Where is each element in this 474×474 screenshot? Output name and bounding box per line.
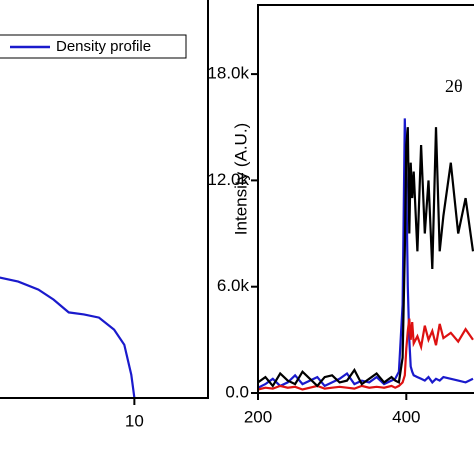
legend: Density profile bbox=[0, 34, 187, 59]
annotation: 2θ bbox=[445, 76, 463, 96]
y-tick-label: 0.0 bbox=[225, 382, 249, 401]
plot-frame bbox=[257, 4, 474, 394]
legend-box bbox=[0, 34, 187, 59]
y-tick-label: 6.0k bbox=[217, 276, 250, 295]
y-tick-label: 18.0k bbox=[207, 64, 249, 83]
data-line bbox=[257, 318, 474, 391]
legend-label: Density profile bbox=[56, 38, 151, 55]
data-line bbox=[257, 127, 474, 388]
y-tick-label: 12.0k bbox=[207, 170, 249, 189]
plot-frame bbox=[0, 0, 209, 399]
x-tick-label: 10 bbox=[125, 411, 144, 430]
data-line bbox=[0, 276, 136, 399]
x-tick-label: 200 bbox=[244, 407, 272, 426]
y-axis-label: Intensity (A.U.) bbox=[231, 123, 250, 235]
x-tick-label: 400 bbox=[392, 407, 420, 426]
data-line bbox=[257, 118, 474, 389]
